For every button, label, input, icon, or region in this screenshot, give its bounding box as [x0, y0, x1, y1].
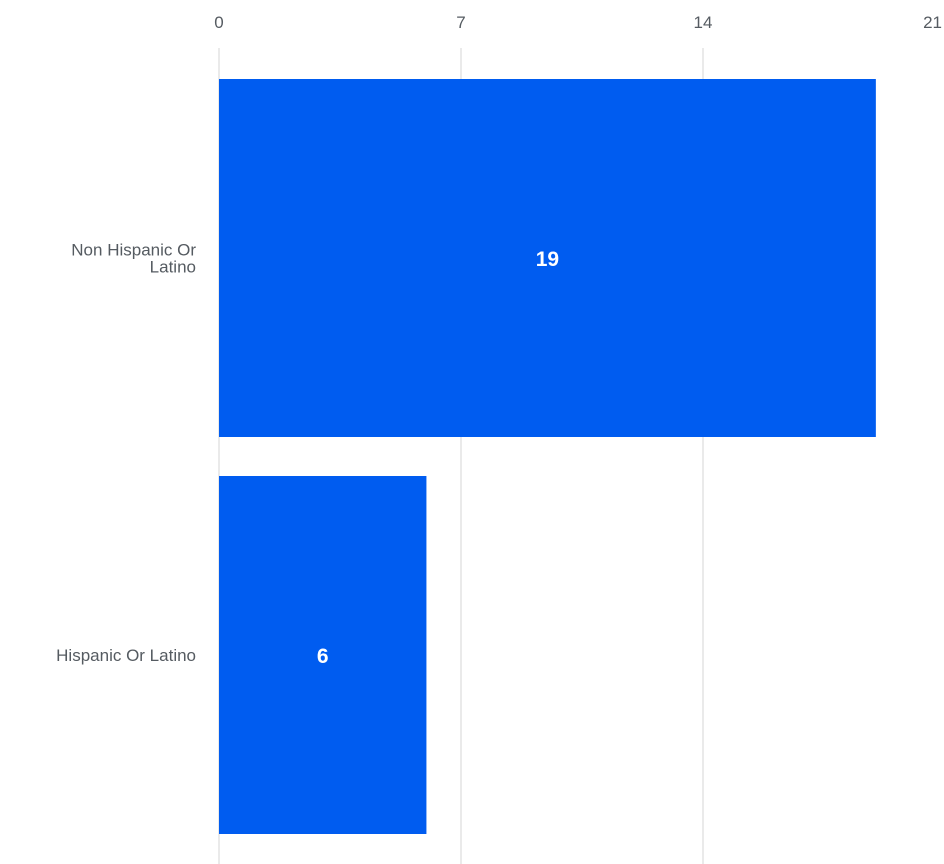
bars — [219, 79, 876, 834]
data-label: 6 — [317, 645, 329, 668]
y-axis-category-labels: Non Hispanic Or Latino Hispanic Or Latino — [56, 241, 196, 666]
x-tick-label: 21 — [923, 13, 942, 32]
x-tick-label: 14 — [694, 13, 713, 32]
x-tick-label: 0 — [214, 13, 223, 32]
y-category-label-line: Latino — [150, 258, 196, 277]
y-category-label: Hispanic Or Latino — [56, 646, 196, 665]
y-category-label: Non Hispanic Or Latino — [71, 241, 196, 277]
data-label: 19 — [536, 248, 559, 271]
y-category-label-line: Hispanic Or Latino — [56, 646, 196, 665]
x-axis-ticks: 0 7 14 21 — [214, 13, 942, 32]
x-tick-label: 7 — [456, 13, 465, 32]
